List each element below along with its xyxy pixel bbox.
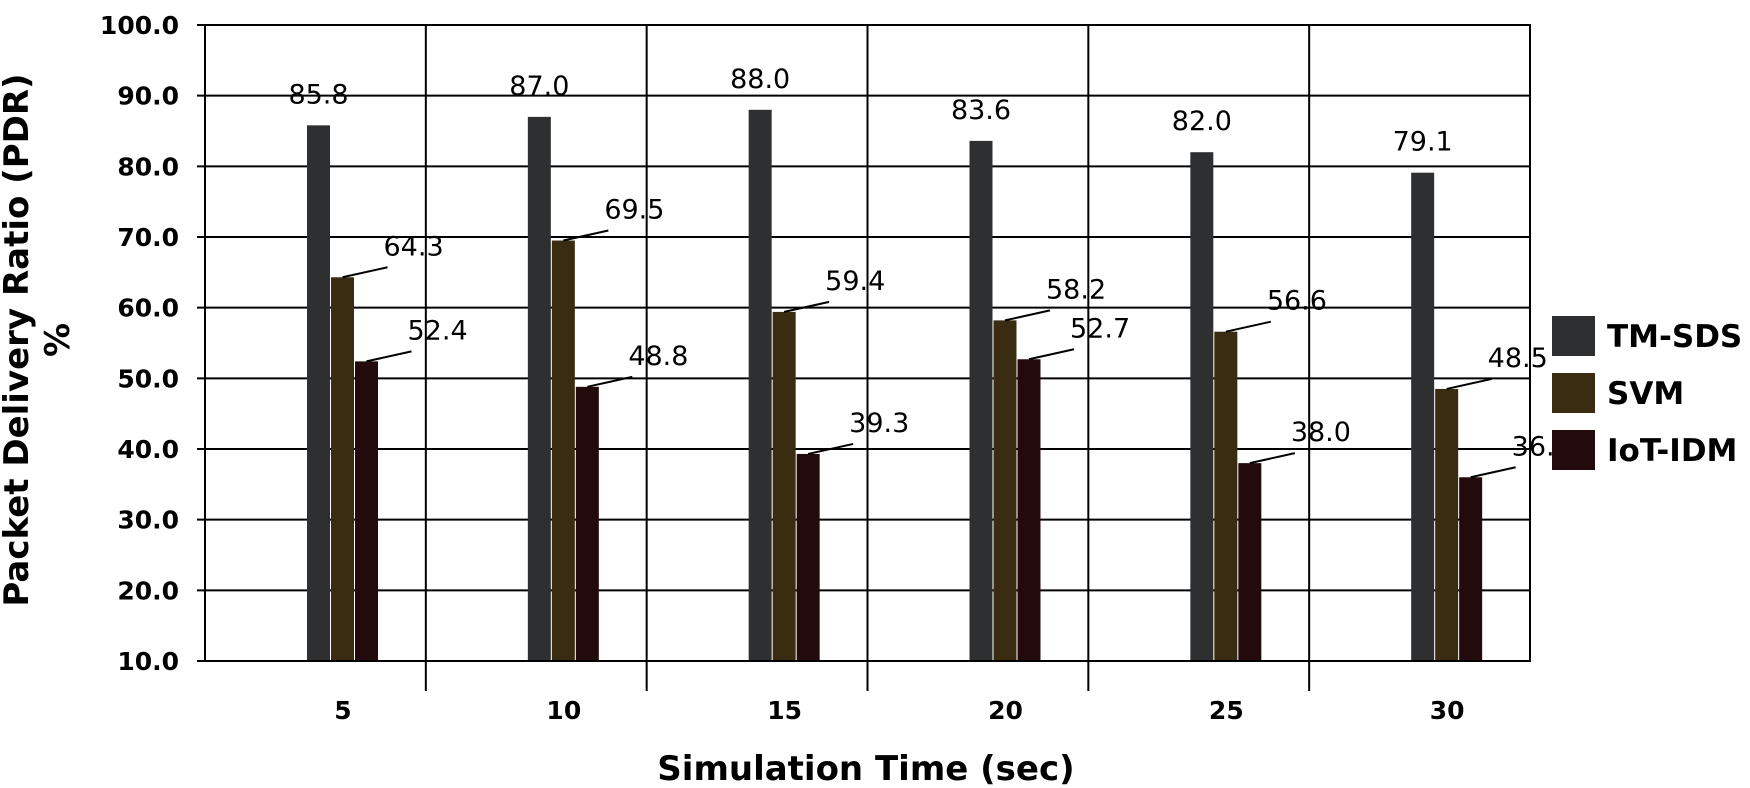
leader-line bbox=[1470, 466, 1516, 479]
leader-line bbox=[1446, 377, 1492, 390]
legend-swatch-svm bbox=[1552, 373, 1595, 413]
data-label: 87.0 bbox=[509, 71, 569, 102]
bar-iot-idm-5 bbox=[355, 361, 378, 661]
x-tick-label: 5 bbox=[334, 696, 351, 725]
y-tick-label: 70.0 bbox=[117, 223, 179, 252]
leader-line bbox=[807, 442, 854, 455]
leader-line bbox=[1249, 452, 1296, 465]
data-label: 83.6 bbox=[951, 95, 1011, 126]
legend-label: IoT-IDM bbox=[1607, 433, 1737, 469]
y-tick-label: 10.0 bbox=[117, 647, 179, 676]
y-tick-label: 60.0 bbox=[117, 294, 179, 323]
bar-iot-idm-15 bbox=[796, 453, 820, 661]
data-label: 52.7 bbox=[1070, 313, 1130, 344]
bar-iot-idm-10 bbox=[575, 386, 599, 661]
y-axis-unit: % bbox=[38, 323, 78, 357]
grid-lines bbox=[197, 24, 1531, 691]
bar-iot-idm-30 bbox=[1459, 477, 1483, 661]
bar-svm-15 bbox=[772, 311, 796, 661]
legend-label: SVM bbox=[1607, 376, 1684, 412]
y-tick-label: 30.0 bbox=[117, 506, 179, 535]
bar-svm-5 bbox=[331, 277, 354, 661]
data-label: 82.0 bbox=[1172, 106, 1232, 137]
bar-tm-sds-30 bbox=[1411, 172, 1435, 661]
y-axis-title: Packet Delivery Ratio (PDR) bbox=[0, 73, 37, 606]
bar-tm-sds-10 bbox=[527, 116, 551, 661]
plot-frame bbox=[204, 24, 1531, 662]
data-label: 69.5 bbox=[604, 195, 664, 226]
bar-svm-25 bbox=[1214, 331, 1238, 661]
legend-swatch-tm-sds bbox=[1552, 316, 1595, 356]
bar-iot-idm-20 bbox=[1017, 359, 1041, 661]
legend-swatch-iot-idm bbox=[1552, 430, 1595, 470]
y-tick-label: 40.0 bbox=[117, 435, 179, 464]
data-label: 59.4 bbox=[825, 266, 885, 297]
axes: 10.0 20.0 30.0 40.0 50.0 60.0 70.0 80.0 90.0 100.… bbox=[100, 11, 1531, 725]
x-tick-label: 30 bbox=[1430, 696, 1465, 725]
x-tick-label: 25 bbox=[1209, 696, 1244, 725]
leader-line bbox=[563, 229, 609, 242]
data-label: 48.8 bbox=[628, 341, 688, 372]
bar-tm-sds-5 bbox=[307, 125, 330, 661]
data-labels: 85.8 87.0 88.0 83.6 82.0 79.1 64.3 69.5 59.4 58.2… bbox=[288, 64, 1572, 479]
y-tick-label: 20.0 bbox=[117, 576, 179, 605]
bar-tm-sds-25 bbox=[1190, 152, 1214, 661]
bar-iot-idm-25 bbox=[1238, 463, 1262, 661]
x-tick-label: 15 bbox=[767, 696, 802, 725]
y-tick-label: 100.0 bbox=[100, 11, 179, 40]
data-label: 58.2 bbox=[1046, 274, 1106, 305]
y-tick-label: 80.0 bbox=[117, 152, 179, 181]
x-tick-label: 10 bbox=[546, 696, 581, 725]
data-label: 88.0 bbox=[730, 64, 790, 95]
data-label: 38.0 bbox=[1291, 417, 1351, 448]
y-tick-label: 90.0 bbox=[117, 82, 179, 111]
data-label: 39.3 bbox=[849, 408, 909, 439]
data-label: 56.6 bbox=[1267, 286, 1327, 317]
bar-tm-sds-15 bbox=[748, 109, 772, 662]
data-label: 64.3 bbox=[384, 231, 444, 262]
bars bbox=[307, 109, 1483, 662]
legend: TM-SDS SVM IoT-IDM bbox=[1552, 316, 1742, 470]
leader-line bbox=[342, 266, 388, 279]
data-label: 85.8 bbox=[288, 79, 348, 110]
leader-line bbox=[366, 350, 412, 363]
data-label: 79.1 bbox=[1393, 127, 1453, 158]
bar-svm-10 bbox=[551, 240, 575, 662]
legend-label: TM-SDS bbox=[1607, 319, 1742, 355]
leader-line bbox=[783, 300, 830, 313]
bar-tm-sds-20 bbox=[969, 140, 993, 662]
leader-line bbox=[1225, 320, 1272, 333]
leader-line bbox=[1004, 309, 1051, 322]
x-axis-title: Simulation Time (sec) bbox=[657, 749, 1074, 788]
leader-line bbox=[1028, 348, 1075, 361]
x-tick-label: 20 bbox=[988, 696, 1023, 725]
data-label: 48.5 bbox=[1488, 343, 1548, 374]
bar-svm-30 bbox=[1435, 388, 1459, 661]
data-label: 52.4 bbox=[408, 315, 468, 346]
bar-svm-20 bbox=[993, 320, 1017, 661]
leader-line bbox=[587, 375, 633, 388]
y-tick-label: 50.0 bbox=[117, 364, 179, 393]
